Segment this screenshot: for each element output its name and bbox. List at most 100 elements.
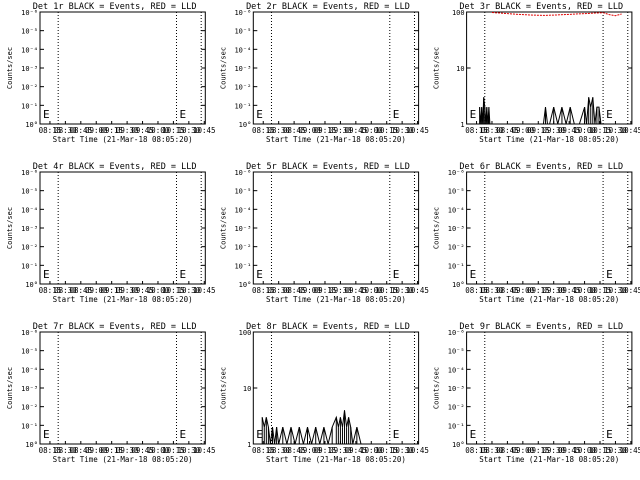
y-tick-label: 10⁻² (21, 84, 38, 92)
y-tick-label: 10⁻³ (21, 385, 38, 393)
x-tick-label: 08:30 (481, 126, 504, 135)
y-tick-label: 10⁻⁴ (234, 206, 251, 214)
x-tick-label: 09:30 (116, 446, 139, 455)
y-tick-label: 10⁻⁴ (21, 206, 38, 214)
x-tick-label: 09:30 (329, 126, 352, 135)
y-tick-label: 10⁻⁶ (21, 9, 38, 17)
y-tick-label: 10⁻⁶ (21, 169, 38, 177)
x-tick-label: 08:15 (465, 126, 488, 135)
x-tick-label: 09:15 (527, 126, 550, 135)
x-tick-label: 09:30 (329, 286, 352, 295)
y-tick-label: 10° (25, 121, 38, 129)
x-tick-label: 08:45 (283, 286, 306, 295)
y-tick-label: 10⁻¹ (21, 102, 38, 110)
x-tick-label: 10:15 (589, 126, 612, 135)
x-tick-label: 10:00 (147, 126, 170, 135)
x-tick-label: 08:30 (267, 126, 290, 135)
y-tick-label: 10 (243, 385, 251, 393)
x-tick-label: 08:45 (496, 446, 519, 455)
x-tick-label: 09:15 (314, 286, 337, 295)
x-tick-label: 09:45 (558, 126, 581, 135)
y-tick-label: 10° (452, 281, 465, 289)
y-axis-label: Counts/sec (219, 47, 227, 89)
x-tick-label: 09:00 (85, 446, 108, 455)
detector-panel-5: Det 5r BLACK = Events, RED = LLD08:1508:… (219, 162, 429, 304)
x-tick-label: 08:45 (283, 126, 306, 135)
y-tick-label: 10⁻⁵ (21, 188, 38, 196)
x-tick-label: 09:00 (512, 286, 535, 295)
x-tick-label: 09:30 (116, 126, 139, 135)
y-tick-label: 10⁻⁶ (234, 9, 251, 17)
detector-panel-6: Det 6r BLACK = Events, RED = LLD08:1508:… (433, 162, 640, 304)
panel-title: Det 6r BLACK = Events, RED = LLD (459, 162, 623, 172)
x-tick-label: 09:30 (116, 286, 139, 295)
event-marker-label: E (606, 268, 613, 281)
y-tick-label: 10⁻⁵ (448, 188, 465, 196)
x-axis-label: Start Time (21-Mar-18 08:05:20) (266, 135, 406, 144)
event-marker-label: E (470, 268, 477, 281)
y-axis-label: Counts/sec (6, 367, 14, 409)
x-tick-label: 10:15 (162, 126, 185, 135)
x-tick-label: 10:00 (147, 446, 170, 455)
event-marker-label: E (256, 268, 263, 281)
x-tick-label: 10:45 (620, 286, 640, 295)
y-tick-label: 10⁻⁵ (21, 348, 38, 356)
x-tick-label: 09:00 (512, 446, 535, 455)
y-tick-label: 10° (25, 441, 38, 449)
y-tick-label: 10⁻⁴ (21, 46, 38, 54)
y-tick-label: 10⁻² (448, 244, 465, 252)
y-tick-label: 10⁻² (234, 84, 251, 92)
x-tick-label: 09:45 (558, 446, 581, 455)
event-marker-label: E (43, 428, 50, 441)
y-axis-label: Counts/sec (6, 47, 14, 89)
y-tick-label: 10⁻¹ (234, 262, 251, 270)
y-axis-label: Counts/sec (219, 207, 227, 249)
x-tick-label: 10:45 (193, 446, 216, 455)
y-axis-label: Counts/sec (219, 367, 227, 409)
x-tick-label: 10:45 (193, 286, 216, 295)
x-tick-label: 08:45 (496, 126, 519, 135)
x-tick-label: 08:15 (252, 286, 275, 295)
x-tick-label: 10:00 (360, 446, 383, 455)
x-tick-label: 09:00 (298, 286, 321, 295)
x-tick-label: 09:45 (345, 286, 368, 295)
x-axis-label: Start Time (21-Mar-18 08:05:20) (53, 455, 193, 464)
x-tick-label: 10:30 (178, 126, 201, 135)
x-axis-label: Start Time (21-Mar-18 08:05:20) (266, 295, 406, 304)
panel-title: Det 7r BLACK = Events, RED = LLD (33, 322, 197, 332)
x-tick-label: 09:45 (558, 286, 581, 295)
x-tick-label: 09:30 (542, 286, 565, 295)
x-tick-label: 09:45 (131, 446, 154, 455)
detector-panel-7: Det 7r BLACK = Events, RED = LLD08:1508:… (6, 322, 216, 464)
x-axis-label: Start Time (21-Mar-18 08:05:20) (266, 455, 406, 464)
x-tick-label: 09:45 (345, 446, 368, 455)
x-tick-label: 10:30 (178, 446, 201, 455)
x-tick-label: 10:00 (360, 126, 383, 135)
detector-panel-3: Det 3r BLACK = Events, RED = LLD08:1508:… (433, 2, 640, 144)
x-axis-label: Start Time (21-Mar-18 08:05:20) (53, 295, 193, 304)
x-tick-label: 10:30 (391, 126, 414, 135)
y-tick-label: 10⁻³ (21, 225, 38, 233)
y-tick-label: 10⁻⁴ (234, 46, 251, 54)
panel-title: Det 3r BLACK = Events, RED = LLD (459, 2, 623, 12)
x-tick-label: 10:30 (391, 446, 414, 455)
y-tick-label: 10⁻³ (21, 65, 38, 73)
detector-panel-4: Det 4r BLACK = Events, RED = LLD08:1508:… (6, 162, 216, 304)
x-tick-label: 10:00 (147, 286, 170, 295)
y-tick-label: 10⁻⁵ (234, 28, 251, 36)
x-tick-label: 08:15 (39, 446, 62, 455)
y-tick-label: 10⁻¹ (448, 422, 465, 430)
x-tick-label: 08:15 (465, 446, 488, 455)
y-tick-label: 10⁻⁴ (448, 366, 465, 374)
y-tick-label: 10⁻⁵ (448, 348, 465, 356)
x-tick-label: 09:00 (298, 446, 321, 455)
y-tick-label: 1 (247, 441, 251, 449)
panel-title: Det 8r BLACK = Events, RED = LLD (246, 322, 410, 332)
event-marker-label: E (606, 428, 613, 441)
detector-panel-2: Det 2r BLACK = Events, RED = LLD08:1508:… (219, 2, 429, 144)
x-tick-label: 10:15 (375, 126, 398, 135)
x-tick-label: 08:30 (267, 286, 290, 295)
y-tick-label: 10⁻⁶ (234, 169, 251, 177)
x-tick-label: 10:15 (375, 446, 398, 455)
x-tick-label: 08:30 (54, 126, 77, 135)
